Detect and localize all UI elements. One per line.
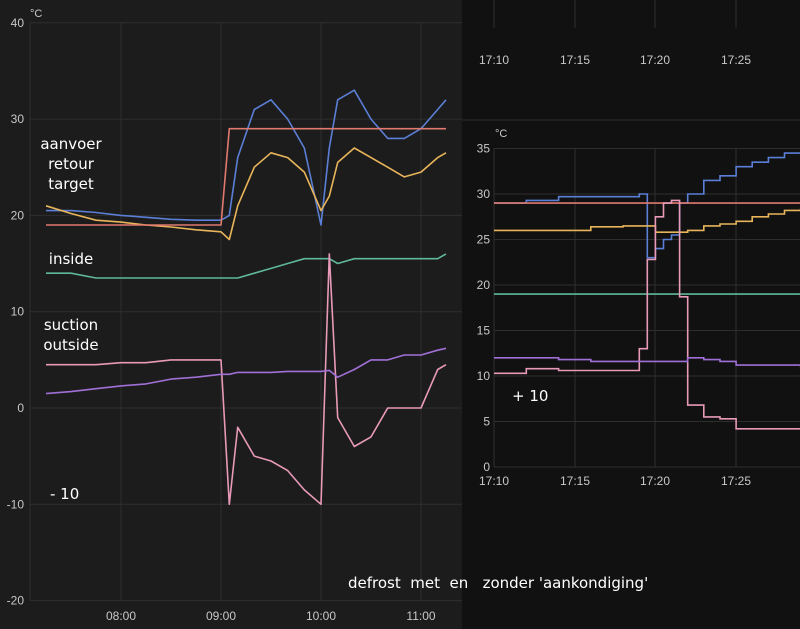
y-tick: 20	[477, 278, 491, 292]
series-aanvoer	[46, 89, 447, 226]
y-tick: 35	[477, 142, 491, 156]
series-retour	[494, 206, 800, 233]
x-tick: 17:10	[479, 474, 509, 488]
x-tick-top: 17:25	[721, 53, 751, 67]
x-tick: 09:00	[206, 609, 236, 623]
y-tick: 5	[483, 415, 490, 429]
y-tick: 40	[11, 16, 25, 30]
caption: defrost met en zonder 'aankondiging'	[348, 574, 649, 592]
series-suction	[494, 199, 800, 430]
annotation-aanvoer-retour-target: aanvoer retour target	[40, 135, 102, 193]
left-chart-panel	[0, 0, 462, 629]
y-tick: 0	[17, 401, 24, 415]
y-tick: 0	[483, 460, 490, 474]
x-tick: 11:00	[406, 609, 435, 623]
x-tick-top: 17:20	[640, 53, 670, 67]
x-tick: 17:25	[721, 474, 751, 488]
annotation-inside: inside	[48, 250, 94, 268]
x-tick: 17:15	[560, 474, 590, 488]
annotation-plus-10: + 10	[512, 387, 549, 405]
series-outside	[45, 347, 447, 395]
x-tick: 17:20	[640, 474, 670, 488]
series-suction	[46, 253, 447, 506]
y-tick: -10	[7, 497, 25, 511]
x-tick-top: 17:15	[560, 53, 590, 67]
annotation-suction-outside: suction outside	[43, 316, 99, 354]
y-tick: 30	[477, 187, 491, 201]
y-tick: 25	[477, 233, 491, 247]
right-unit-label: °C	[495, 128, 508, 140]
y-tick: 20	[11, 208, 25, 222]
series-inside	[46, 253, 447, 279]
y-tick: 10	[11, 305, 25, 319]
y-tick: 15	[477, 324, 491, 338]
x-tick: 10:00	[306, 609, 336, 623]
series-outside	[494, 356, 800, 370]
series-aanvoer	[494, 152, 800, 259]
series-target	[46, 127, 446, 226]
y-tick: 30	[11, 112, 25, 126]
annotation-minus-10: - 10	[50, 485, 80, 503]
y-tick: -20	[7, 594, 25, 608]
left-unit-label: °C	[30, 8, 43, 20]
right-chart-panel	[462, 0, 800, 629]
x-tick-top: 17:10	[479, 53, 509, 67]
x-tick: 08:00	[106, 609, 136, 623]
y-tick: 10	[477, 369, 491, 383]
